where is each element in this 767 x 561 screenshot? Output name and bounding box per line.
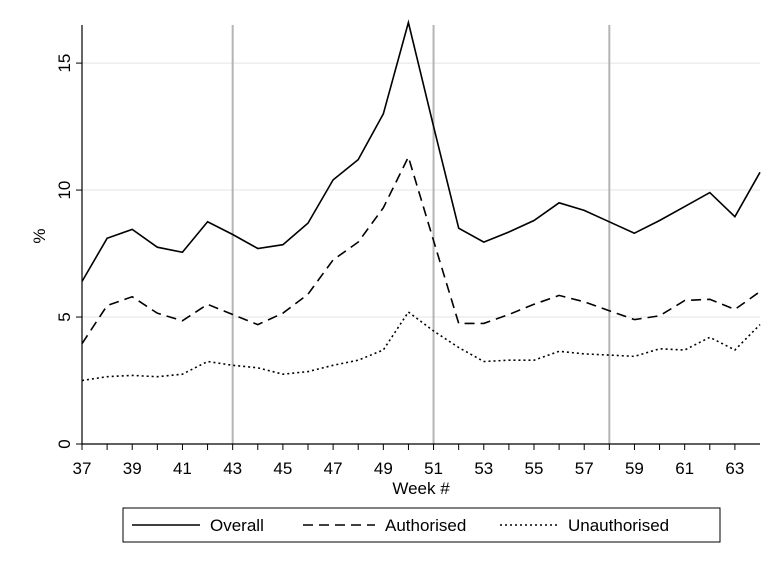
- x-tick-label-37: 37: [73, 459, 92, 478]
- x-tick-label-59: 59: [625, 459, 644, 478]
- x-tick-label-51: 51: [424, 459, 443, 478]
- x-tick-label-47: 47: [324, 459, 343, 478]
- legend-label-authorised: Authorised: [385, 516, 466, 535]
- x-tick-label-41: 41: [173, 459, 192, 478]
- series-layer: [81, 19, 761, 382]
- series-line-unauthorised: [81, 310, 761, 382]
- y-axis-title: %: [30, 228, 49, 243]
- y-tick-label-10: 10: [55, 181, 74, 200]
- y-tick-label-5: 5: [55, 312, 74, 321]
- series-line-authorised: [81, 154, 761, 345]
- x-axis-title: Week #: [392, 479, 450, 498]
- y-tick-label-0: 0: [55, 439, 74, 448]
- axes: 0 5 10 15 37 39 41 43 45 47 49 51 53 55 57 59 61 63: [55, 25, 760, 478]
- grid-layer: [82, 62, 760, 318]
- x-tick-label-55: 55: [525, 459, 544, 478]
- legend-label-unauthorised: Unauthorised: [568, 516, 669, 535]
- x-tick-label-39: 39: [123, 459, 142, 478]
- x-tick-label-43: 43: [223, 459, 242, 478]
- x-tick-label-53: 53: [474, 459, 493, 478]
- x-tick-label-63: 63: [725, 459, 744, 478]
- legend-box: [122, 507, 721, 543]
- x-tick-label-45: 45: [273, 459, 292, 478]
- x-tick-label-57: 57: [575, 459, 594, 478]
- x-tick-label-61: 61: [675, 459, 694, 478]
- series-line-overall: [81, 19, 761, 282]
- x-tick-label-49: 49: [374, 459, 393, 478]
- legend: Overall Authorised Unauthorised: [122, 507, 721, 543]
- y-tick-label-15: 15: [55, 54, 74, 73]
- legend-label-overall: Overall: [210, 516, 264, 535]
